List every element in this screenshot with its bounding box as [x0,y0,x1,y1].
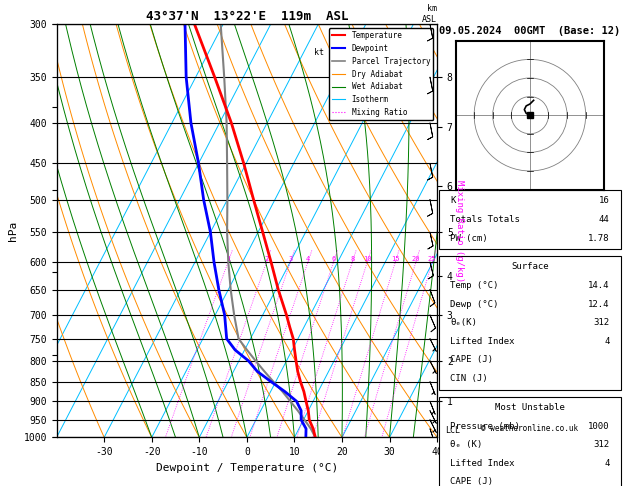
Text: Dewp (°C): Dewp (°C) [450,300,498,309]
Text: 20: 20 [411,256,420,262]
Text: 4: 4 [306,256,310,262]
Text: Most Unstable: Most Unstable [495,403,565,412]
Text: km
ASL: km ASL [422,4,437,23]
Text: 8: 8 [350,256,354,262]
Text: CAPE (J): CAPE (J) [450,477,493,486]
Text: 14.4: 14.4 [588,281,610,290]
Text: 6: 6 [331,256,336,262]
Y-axis label: Mixing Ratio (g/kg): Mixing Ratio (g/kg) [455,180,464,282]
Text: 4: 4 [604,337,610,346]
FancyBboxPatch shape [439,397,621,486]
Text: θₑ (K): θₑ (K) [450,440,482,449]
Text: 1.78: 1.78 [588,234,610,243]
Y-axis label: hPa: hPa [8,221,18,241]
Text: 4: 4 [604,459,610,468]
Text: 09.05.2024  00GMT  (Base: 12): 09.05.2024 00GMT (Base: 12) [439,26,621,36]
Legend: Temperature, Dewpoint, Parcel Trajectory, Dry Adiabat, Wet Adiabat, Isotherm, Mi: Temperature, Dewpoint, Parcel Trajectory… [329,28,433,120]
Text: PW (cm): PW (cm) [450,234,487,243]
Text: 1000: 1000 [588,421,610,431]
Text: 10: 10 [363,256,372,262]
Text: 312: 312 [594,318,610,327]
Text: 312: 312 [594,440,610,449]
FancyBboxPatch shape [439,257,621,390]
Text: LCL: LCL [445,426,460,435]
X-axis label: Dewpoint / Temperature (°C): Dewpoint / Temperature (°C) [156,463,338,473]
Text: 15: 15 [391,256,399,262]
Text: Temp (°C): Temp (°C) [450,281,498,290]
Text: CAPE (J): CAPE (J) [450,355,493,364]
Text: © weatheronline.co.uk: © weatheronline.co.uk [481,424,579,434]
Text: 2: 2 [264,256,269,262]
Title: 43°37'N  13°22'E  119m  ASL: 43°37'N 13°22'E 119m ASL [145,10,348,23]
FancyBboxPatch shape [439,191,621,249]
Text: 25: 25 [428,256,437,262]
Text: θₑ(K): θₑ(K) [450,318,477,327]
Text: K: K [450,196,455,206]
Text: Totals Totals: Totals Totals [450,215,520,224]
Text: 16: 16 [599,196,610,206]
Text: 44: 44 [599,215,610,224]
Text: Lifted Index: Lifted Index [450,337,515,346]
Text: Surface: Surface [511,262,548,272]
Text: 1: 1 [226,256,230,262]
Text: 12.4: 12.4 [588,300,610,309]
Text: Pressure (mb): Pressure (mb) [450,421,520,431]
Text: 3: 3 [288,256,292,262]
Text: Lifted Index: Lifted Index [450,459,515,468]
Text: CIN (J): CIN (J) [450,374,487,383]
